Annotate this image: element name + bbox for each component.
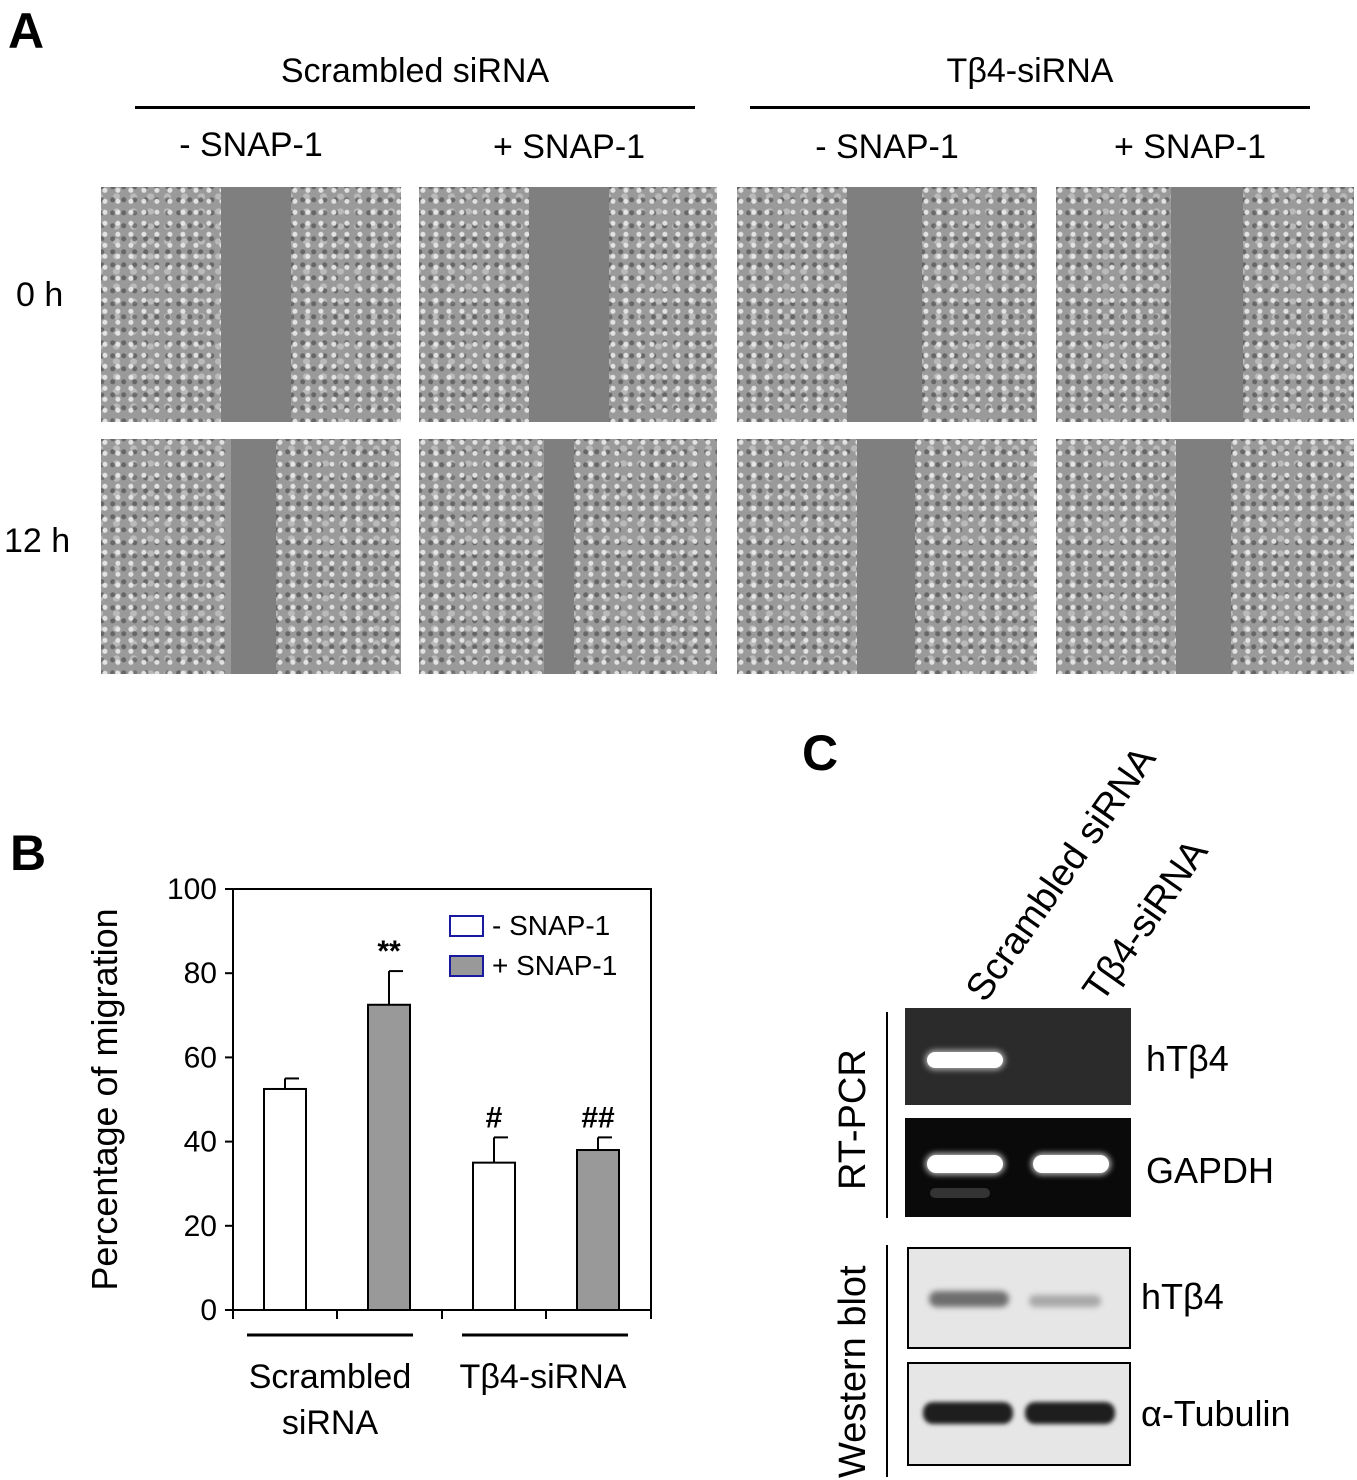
significance-1-1: ##: [581, 1101, 615, 1134]
band-label-rtpcr-gapdh: GAPDH: [1146, 1150, 1275, 1191]
western-bracket: [886, 1245, 888, 1477]
legend-label-1: + SNAP-1: [492, 950, 617, 981]
rtpcr-bracket: [886, 1012, 888, 1218]
band-label-western-tubulin: α-Tubulin: [1141, 1393, 1291, 1434]
micrograph-scrambled-minus-0h: [101, 187, 401, 422]
micrograph-tb4-minus-12h: [737, 439, 1037, 674]
panel-c-letter: C: [802, 725, 839, 781]
y-axis-label: Percentage of migration: [84, 908, 125, 1290]
gel-western-tubulin: [907, 1362, 1131, 1466]
band-label-western-htb4: hTβ4: [1141, 1276, 1224, 1317]
panel-b-letter: B: [10, 825, 47, 881]
significance-1-0: **: [377, 935, 401, 968]
category-label-1-0: Tβ4-siRNA: [460, 1358, 627, 1396]
y-tick-label-5: 100: [167, 873, 217, 906]
bar-chart: 0 20 40 60 80 100 Percentage of migration # ** ##…: [84, 873, 652, 1442]
gel-rtpcr-htb4: [905, 1008, 1131, 1105]
panel-a-col-label-4: + SNAP-1: [1113, 128, 1267, 166]
panel-a-group-title-scrambled: Scrambled siRNA: [280, 52, 550, 90]
y-tick-label-1: 20: [184, 1210, 217, 1243]
significance-0-1: #: [486, 1101, 503, 1134]
panel-a-group-line-tb4: [750, 106, 1310, 109]
legend-swatch-0: [449, 915, 484, 937]
bar-minus-snap1-scrambled: [263, 1087, 307, 1311]
gel-western-htb4: [907, 1247, 1131, 1349]
micrograph-scrambled-plus-12h: [419, 439, 717, 674]
y-tick-label-3: 60: [184, 1041, 217, 1074]
method-label-western: Western blot: [832, 1265, 874, 1478]
micrograph-scrambled-minus-12h: [101, 439, 401, 674]
micrograph-tb4-plus-0h: [1056, 187, 1354, 422]
panel-a-letter: A: [8, 3, 45, 59]
bar-minus-snap1-tb4: [472, 1161, 516, 1311]
method-label-rtpcr: RT-PCR: [832, 1049, 874, 1190]
micrograph-tb4-plus-12h: [1056, 439, 1354, 674]
micrograph-scrambled-plus-0h: [419, 187, 717, 422]
gel-rtpcr-gapdh: [905, 1118, 1131, 1217]
micrograph-tb4-minus-0h: [737, 187, 1037, 422]
legend-swatch-1: [449, 955, 484, 977]
bar-plus-snap1-scrambled: [367, 1003, 411, 1311]
panel-a-col-label-3: - SNAP-1: [815, 128, 959, 166]
y-tick-label-2: 40: [184, 1126, 217, 1159]
panel-a-row-label-0h: 0 h: [16, 276, 64, 314]
category-label-0-0: Scrambled: [249, 1358, 412, 1396]
y-tick-label-0: 0: [200, 1294, 217, 1327]
category-label-0-1: siRNA: [282, 1404, 379, 1442]
panel-a-col-label-2: + SNAP-1: [492, 128, 646, 166]
panel-a-group-title-tb4: Tβ4-siRNA: [946, 52, 1114, 90]
band-label-rtpcr-htb4: hTβ4: [1146, 1038, 1229, 1079]
panel-a-col-label-1: - SNAP-1: [179, 126, 323, 164]
bar-plus-snap1-tb4: [576, 1149, 620, 1311]
panel-a-row-label-12h: 12 h: [4, 522, 71, 560]
y-tick-label-4: 80: [184, 957, 217, 990]
legend-label-0: - SNAP-1: [492, 910, 610, 941]
panel-a-group-line-scrambled: [135, 106, 695, 109]
